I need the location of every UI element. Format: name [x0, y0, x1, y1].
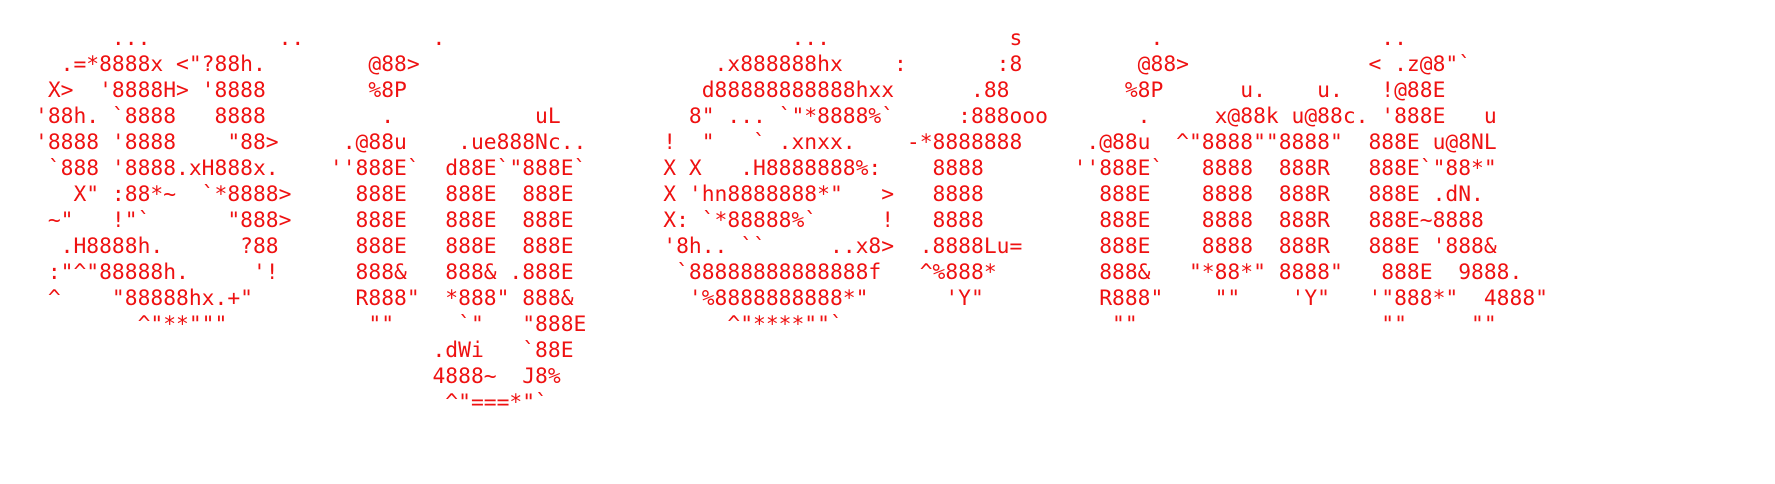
ascii-art-line: '88h. `8888 8888 . uL 8" ... `"*8888%` :…	[35, 104, 1497, 129]
ascii-art-line: `888 '8888.xH888x. ''888E` d88E`"888E` X…	[35, 156, 1497, 181]
ascii-art-line: .=*8888x <"?88h. @88> .x888888hx : :8 @8…	[35, 52, 1472, 77]
ascii-art-line: .dWi `88E	[35, 338, 574, 363]
ascii-art-line: X> '8888H> '8888 %8P d88888888888hxx .88…	[35, 78, 1446, 103]
ascii-art-line: X" :88*~ `*8888> 888E 888E 888E X 'hn888…	[35, 182, 1484, 207]
ascii-art-line: ^"**""" "" `" "888E ^"****""` "" "" ""	[35, 312, 1497, 337]
ascii-art-banner: ... .. . ... s . .. .=*8888x <"?88h. @88…	[35, 26, 1548, 416]
ascii-art-line: .H8888h. ?88 888E 888E 888E '8h.. `` ..x…	[35, 234, 1497, 259]
ascii-art-line: ^"===*"`	[35, 390, 548, 415]
ascii-art-line: 4888~ J8%	[35, 364, 561, 389]
ascii-art-line: ^ "88888hx.+" R888" *888" 888& '%8888888…	[35, 286, 1548, 311]
ascii-art-line: ... .. . ... s . ..	[35, 26, 1407, 51]
ascii-art-line: '8888 '8888 "88> .@88u .ue888Nc.. ! " ` …	[35, 130, 1497, 155]
ascii-art-line: :"^"88888h. '! 888& 888& .888E `88888888…	[35, 260, 1523, 285]
ascii-art-line: ~" !"` "888> 888E 888E 888E X: `*88888%`…	[35, 208, 1484, 233]
